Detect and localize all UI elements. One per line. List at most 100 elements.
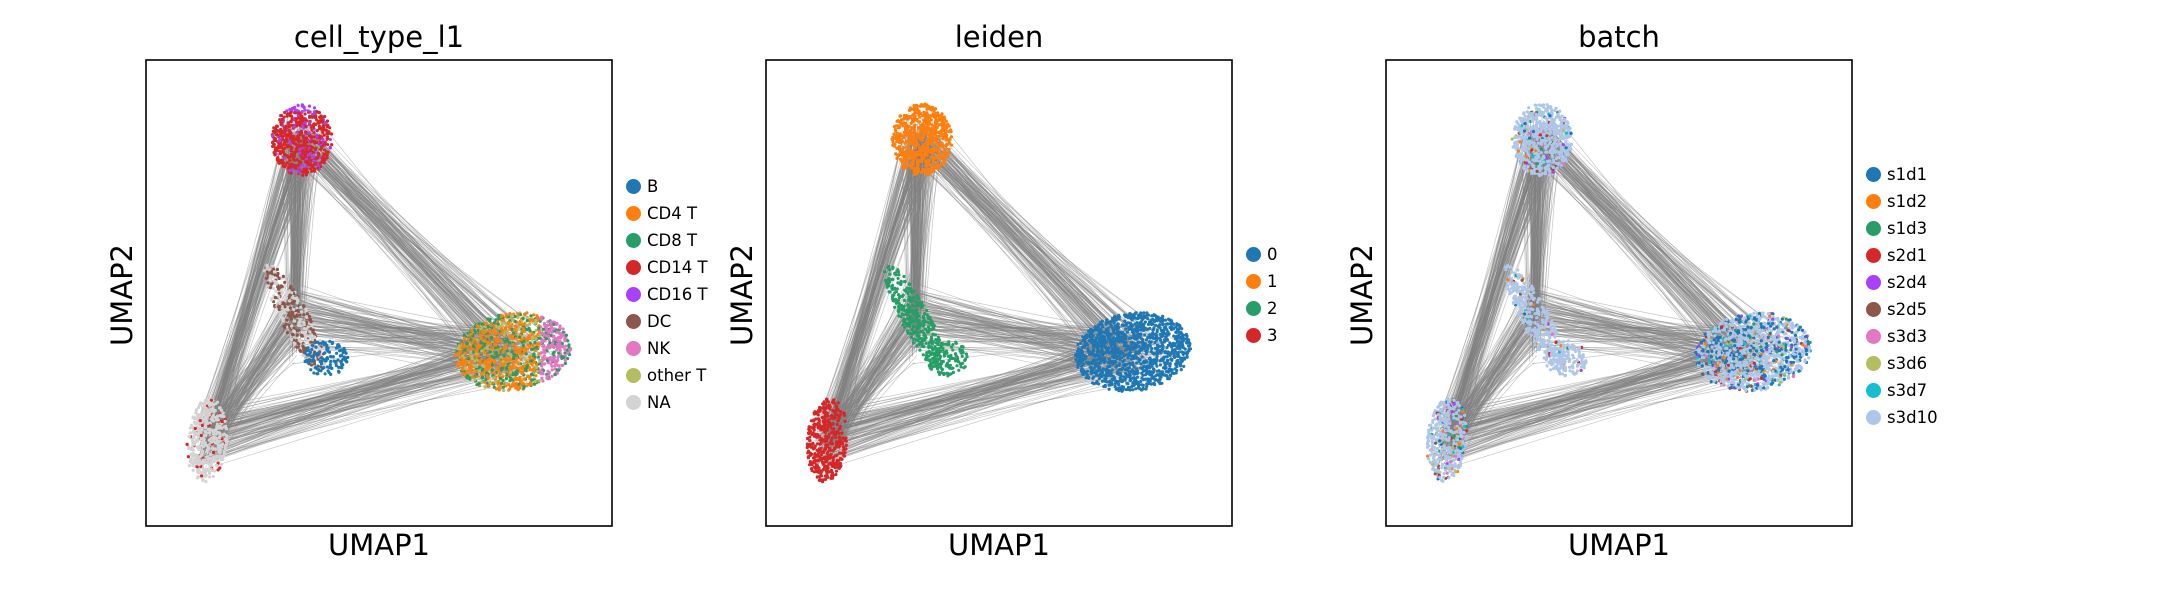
legend-label: 3	[1267, 325, 1278, 345]
legend-label: s1d3	[1887, 218, 1928, 238]
legend-item: s3d6	[1866, 351, 1927, 375]
legend-item: s3d7	[1866, 378, 1927, 402]
legend-item: s1d3	[1866, 216, 1927, 240]
legend-swatch	[626, 259, 641, 275]
legend-label: s3d3	[1887, 326, 1928, 346]
legend-item: 0	[1246, 242, 1278, 266]
umap-panel-batch: batch UMAP1 UMAP2 s1d1 s1d2 s1d3 s2d1 s2d4 s2…	[1240, 0, 1960, 600]
cluster-points	[1510, 103, 1574, 178]
legend-swatch	[1866, 166, 1881, 182]
legend-item: s2d1	[1866, 243, 1927, 267]
cell-points	[1425, 103, 1812, 483]
legend-swatch	[1866, 247, 1881, 263]
legend-swatch	[1866, 382, 1881, 398]
umap-plot-leiden	[765, 59, 1233, 527]
legend-label: s1d1	[1887, 164, 1928, 184]
legend-item: B	[626, 174, 658, 198]
cell-points	[185, 103, 573, 484]
legend-item: NA	[626, 390, 671, 414]
legend-swatch	[626, 178, 641, 194]
legend-swatch	[1866, 355, 1881, 371]
x-axis-label: UMAP1	[1567, 528, 1671, 562]
y-axis-label: UMAP2	[725, 243, 759, 347]
legend-item: CD16 T	[626, 282, 708, 306]
legend-label: NK	[647, 338, 671, 358]
legend-label: B	[647, 176, 659, 196]
cluster-points	[1503, 263, 1588, 378]
cluster-points	[805, 397, 848, 484]
graph-edges	[813, 112, 1181, 472]
umap-plot-batch	[1385, 59, 1853, 527]
legend-swatch	[1866, 220, 1881, 236]
legend-swatch	[626, 286, 641, 302]
plot-area	[146, 60, 612, 526]
cluster-points	[262, 263, 350, 376]
legend-item: CD8 T	[626, 228, 697, 252]
legend-item: s3d3	[1866, 324, 1927, 348]
legend-swatch	[1866, 193, 1881, 209]
cluster-points	[1694, 311, 1812, 393]
legend-label: CD16 T	[647, 284, 708, 304]
legend-label: s1d2	[1887, 191, 1928, 211]
legend-swatch	[1246, 300, 1261, 316]
legend-label: s3d7	[1887, 380, 1928, 400]
legend-swatch	[1866, 409, 1881, 425]
cluster-points	[890, 102, 954, 177]
legend-item: CD14 T	[626, 255, 708, 279]
umap-panel-cell-type: cell_type_l1 UMAP1 UMAP2 B CD4 T CD8 T CD14…	[0, 0, 720, 600]
legend-item: 1	[1246, 269, 1278, 293]
cluster-points	[1073, 311, 1193, 393]
legend-label: 1	[1267, 271, 1278, 291]
legend-label: s2d4	[1887, 272, 1928, 292]
axes-frame	[145, 59, 613, 527]
legend-item: NK	[626, 336, 670, 360]
legend-swatch	[1246, 273, 1261, 289]
legend-label: CD4 T	[647, 203, 698, 223]
legend-item: s2d4	[1866, 270, 1927, 294]
umap-plot-cell-type	[145, 59, 613, 527]
legend-swatch	[626, 205, 641, 221]
cell-points	[805, 102, 1193, 484]
legend-item: s1d2	[1866, 189, 1927, 213]
cluster-points	[185, 397, 229, 484]
legend-label: other T	[647, 365, 707, 385]
legend-label: s3d6	[1887, 353, 1928, 373]
legend-item: s1d1	[1866, 162, 1927, 186]
legend-label: CD14 T	[647, 257, 708, 277]
legend-swatch	[1246, 327, 1261, 343]
legend-item: CD4 T	[626, 201, 697, 225]
axes-frame	[1385, 59, 1853, 527]
legend-swatch	[626, 340, 641, 356]
cluster-points	[1425, 397, 1469, 483]
cluster-points	[883, 264, 969, 378]
legend-label: NA	[647, 392, 671, 412]
legend-item: s2d5	[1866, 297, 1927, 321]
legend-label: DC	[647, 311, 672, 331]
cluster-points	[270, 103, 334, 177]
legend-swatch	[626, 367, 641, 383]
legend-label: CD8 T	[647, 230, 698, 250]
x-axis-label: UMAP1	[947, 528, 1051, 562]
legend-swatch	[1866, 274, 1881, 290]
legend-label: s3d10	[1887, 407, 1938, 427]
legend-swatch	[626, 394, 641, 410]
panel-title: cell_type_l1	[293, 20, 465, 54]
x-axis-label: UMAP1	[327, 528, 431, 562]
legend-label: s2d5	[1887, 299, 1928, 319]
legend-swatch	[1246, 246, 1261, 262]
legend-item: 2	[1246, 296, 1278, 320]
legend-item: s3d10	[1866, 405, 1938, 429]
y-axis-label: UMAP2	[105, 243, 139, 347]
legend-swatch	[626, 232, 641, 248]
axes-frame	[765, 59, 1233, 527]
legend-swatch	[626, 313, 641, 329]
legend-item: other T	[626, 363, 706, 387]
cluster-points	[453, 311, 573, 393]
y-axis-label: UMAP2	[1345, 243, 1379, 347]
umap-panel-leiden: leiden UMAP1 UMAP2 0 1 2 3	[620, 0, 1340, 600]
legend-label: s2d1	[1887, 245, 1928, 265]
legend-item: DC	[626, 309, 671, 333]
panel-title: leiden	[954, 20, 1044, 54]
legend-swatch	[1866, 328, 1881, 344]
legend-item: 3	[1246, 323, 1278, 347]
